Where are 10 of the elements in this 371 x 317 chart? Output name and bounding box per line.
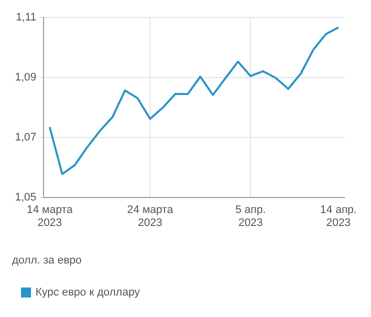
x-tick-label: 5 апр. 2023 xyxy=(235,204,266,230)
y-tick-label: 1,11 xyxy=(16,12,36,24)
y-tick-label: 1,05 xyxy=(14,191,36,204)
y-tick-label: 1,07 xyxy=(14,132,36,144)
x-tick-label: 24 марта 2023 xyxy=(127,204,174,230)
x-tick-label: 14 апр. 2023 xyxy=(320,204,357,230)
y-tick-label: 1,09 xyxy=(14,72,36,84)
text: долл. за евро xyxy=(12,254,82,266)
x-tick-label: 14 марта 2023 xyxy=(26,204,74,230)
legend-label: Курс евро к доллару xyxy=(36,286,140,299)
